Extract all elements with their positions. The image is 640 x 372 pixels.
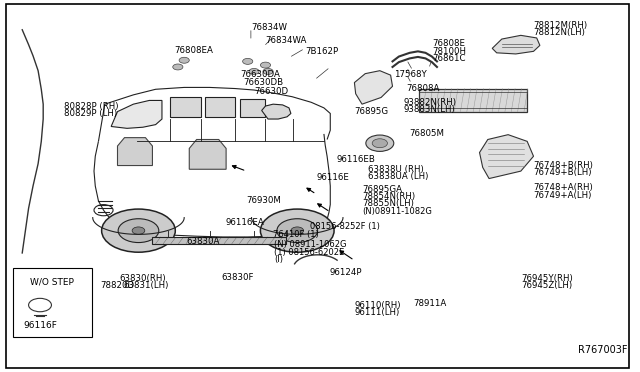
Text: 76805M: 76805M: [410, 129, 445, 138]
Text: 63838UA (LH): 63838UA (LH): [369, 172, 429, 181]
Bar: [13, 268, 92, 337]
Text: 63830F: 63830F: [221, 273, 253, 282]
Text: 76749+A(LH): 76749+A(LH): [534, 191, 592, 200]
Text: 96111(LH): 96111(LH): [355, 308, 399, 317]
Text: 96124P: 96124P: [329, 268, 362, 277]
Text: 96116E: 96116E: [316, 173, 349, 182]
Text: 78812N(LH): 78812N(LH): [534, 28, 586, 37]
Polygon shape: [479, 135, 534, 179]
Text: 76808EA: 76808EA: [175, 46, 214, 55]
Text: 96110(RH): 96110(RH): [355, 301, 401, 310]
Polygon shape: [262, 104, 291, 119]
Text: (N)08911-1082G: (N)08911-1082G: [362, 207, 432, 216]
Circle shape: [260, 209, 334, 252]
Text: 96116F: 96116F: [23, 321, 57, 330]
Circle shape: [243, 58, 253, 64]
Circle shape: [372, 139, 387, 148]
Text: 76895G: 76895G: [355, 107, 388, 116]
Text: (I): (I): [275, 255, 284, 264]
Text: 80828P (RH): 80828P (RH): [63, 102, 118, 110]
Text: 78855N(LH): 78855N(LH): [362, 199, 414, 208]
Text: 78100H: 78100H: [432, 47, 466, 56]
Polygon shape: [118, 138, 152, 166]
Text: (1) 08156-6202E: (1) 08156-6202E: [275, 248, 344, 257]
Text: 08156-8252F (1): 08156-8252F (1): [310, 222, 380, 231]
Text: 76630DB: 76630DB: [243, 78, 284, 87]
Bar: [240, 99, 266, 117]
Circle shape: [277, 219, 317, 243]
Circle shape: [173, 64, 183, 70]
Polygon shape: [355, 71, 392, 104]
Text: 76630DA: 76630DA: [240, 70, 280, 79]
Text: 76834W: 76834W: [251, 23, 287, 32]
Text: 76861C: 76861C: [432, 54, 465, 63]
Text: 93883N(LH): 93883N(LH): [403, 105, 455, 114]
Text: 96116EA: 96116EA: [225, 218, 264, 227]
Text: 78812M(RH): 78812M(RH): [534, 21, 588, 30]
Circle shape: [118, 219, 159, 243]
Text: 76945Y(RH): 76945Y(RH): [521, 274, 573, 283]
Circle shape: [249, 68, 259, 74]
Circle shape: [366, 135, 394, 151]
Text: 76834WA: 76834WA: [266, 36, 307, 45]
Circle shape: [260, 62, 271, 68]
Polygon shape: [492, 35, 540, 54]
Text: 76748+A(RH): 76748+A(RH): [534, 183, 593, 192]
Text: 76808E: 76808E: [432, 39, 465, 48]
Text: 76808A: 76808A: [406, 84, 440, 93]
Text: 7B162P: 7B162P: [305, 47, 338, 56]
Text: 76410F (1): 76410F (1): [273, 230, 319, 239]
Polygon shape: [111, 100, 162, 128]
Text: (N) 08911-1062G: (N) 08911-1062G: [275, 240, 347, 249]
Circle shape: [132, 227, 145, 234]
Text: 76930M: 76930M: [246, 196, 282, 205]
Bar: [152, 237, 286, 244]
Circle shape: [263, 68, 273, 74]
Text: 76749+B(LH): 76749+B(LH): [534, 169, 592, 177]
Circle shape: [179, 57, 189, 63]
Bar: [205, 97, 235, 117]
Text: 78820D: 78820D: [100, 281, 134, 290]
Text: 76945Z(LH): 76945Z(LH): [521, 281, 572, 290]
Text: 76895GA: 76895GA: [362, 185, 402, 194]
Text: W/O STEP: W/O STEP: [31, 277, 74, 286]
Text: 80829P (LH): 80829P (LH): [63, 109, 116, 118]
Text: 63831(LH): 63831(LH): [124, 281, 169, 290]
Text: 93882N(RH): 93882N(RH): [403, 98, 456, 107]
Circle shape: [102, 209, 175, 252]
Text: R767003F: R767003F: [578, 345, 627, 355]
Text: 76748+B(RH): 76748+B(RH): [534, 161, 593, 170]
Text: 63838U (RH): 63838U (RH): [369, 165, 424, 174]
Text: 76630D: 76630D: [254, 87, 288, 96]
Text: 17568Y: 17568Y: [394, 70, 426, 79]
Text: 96116EB: 96116EB: [337, 155, 376, 164]
Bar: [170, 97, 201, 117]
Text: 78911A: 78911A: [413, 299, 446, 308]
Text: 63830A: 63830A: [186, 237, 220, 246]
Circle shape: [291, 227, 303, 234]
Text: 78854N(RH): 78854N(RH): [362, 192, 415, 201]
Polygon shape: [189, 140, 226, 169]
Bar: [419, 89, 527, 112]
Text: 63830(RH): 63830(RH): [120, 274, 166, 283]
